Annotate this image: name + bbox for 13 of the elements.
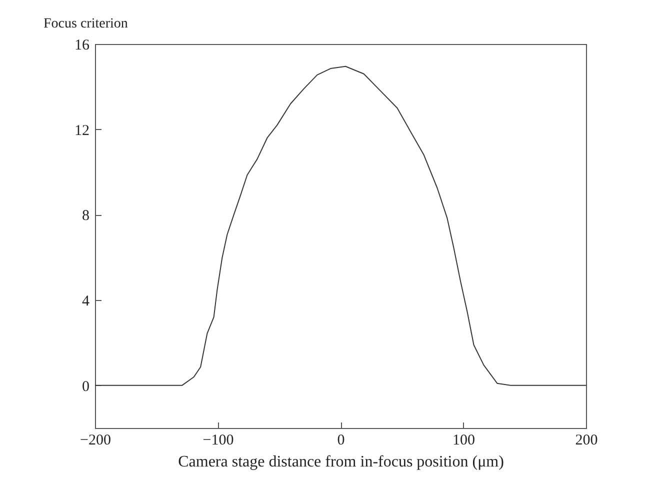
x-tick-label: 200 [575,432,598,448]
line-series [95,66,586,386]
y-tick-label: 12 [74,122,90,139]
x-axis-title: Camera stage distance from in-focus position (μm) [178,454,504,470]
y-axis-title: Focus criterion [44,16,128,32]
y-tick-label: 4 [82,294,90,310]
y-tick-label: 16 [74,38,90,54]
y-tick-label: 8 [82,208,90,224]
x-tick-label: 0 [337,432,345,448]
x-tick-label: −100 [202,432,234,448]
x-tick-label: 100 [452,432,475,448]
x-tick-label: −200 [80,432,111,448]
y-tick-label: 0 [82,378,90,395]
